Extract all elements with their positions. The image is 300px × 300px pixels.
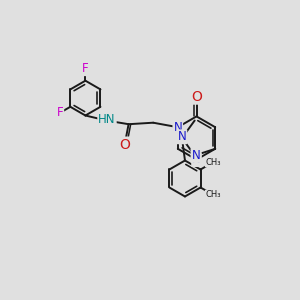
Text: CH₃: CH₃ <box>205 158 221 167</box>
Text: N: N <box>178 130 186 143</box>
Text: N: N <box>192 153 201 166</box>
Text: HN: HN <box>98 113 116 126</box>
Text: F: F <box>57 106 63 119</box>
Text: O: O <box>119 138 130 152</box>
Text: CH₃: CH₃ <box>205 190 221 199</box>
Text: N: N <box>173 121 182 134</box>
Text: N: N <box>191 149 200 162</box>
Text: F: F <box>82 62 89 75</box>
Text: O: O <box>191 90 202 104</box>
